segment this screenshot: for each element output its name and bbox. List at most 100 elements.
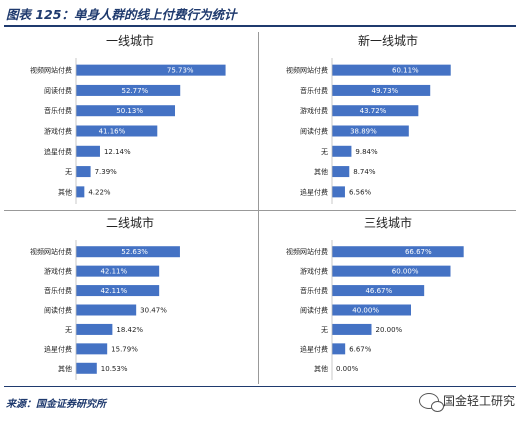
value-label: 38.89% [350,128,377,136]
bottom-rule [4,386,516,387]
bar [76,304,137,316]
category-label: 无 [321,326,328,334]
source-note: 来源：国金证券研究所 [6,399,106,410]
bar [332,343,346,355]
title-rule [4,25,516,27]
value-label: 9.84% [355,148,378,156]
category-label: 视频网站付费 [30,66,72,75]
value-label: 66.67% [405,248,432,256]
category-label: 阅读付费 [300,127,328,136]
bar [76,125,158,137]
value-label: 6.67% [349,345,372,353]
category-label: 其他 [58,364,72,373]
chart-title: 二线城市 [105,216,154,230]
category-label: 游戏付费 [300,106,328,115]
value-label: 42.11% [100,287,127,295]
value-label: 49.73% [372,87,399,95]
value-label: 7.39% [95,168,118,176]
category-label: 视频网站付费 [286,247,328,256]
bar [332,323,372,335]
chart-panel: 二线城市 视频网站付费 52.63% 游戏付费 42.11% 音乐付费 42.11% 阅读付… [4,212,256,384]
chart-title: 一线城市 [105,34,154,48]
value-label: 46.67% [365,287,392,295]
category-label: 游戏付费 [44,127,72,136]
value-label: 41.16% [99,128,126,136]
bar-chart: 视频网站付费 75.73% 阅读付费 52.77% 音乐付费 50.13% 游戏付费 41.1… [30,58,226,204]
value-label: 52.77% [122,87,149,95]
category-label: 其他 [314,167,328,176]
value-label: 52.63% [121,248,148,256]
bar [76,186,85,198]
chart-title: 新一线城市 [357,34,418,48]
bar-chart: 视频网站付费 66.67% 游戏付费 60.00% 音乐付费 46.67% 阅读付费 40.0… [286,240,464,380]
value-label: 12.14% [104,148,131,156]
bar [76,64,226,76]
category-label: 音乐付费 [44,286,72,295]
category-label: 追星付费 [300,344,328,353]
chart-panel: 三线城市 视频网站付费 66.67% 游戏付费 60.00% 音乐付费 46.67% 阅读付… [260,212,516,384]
bar [332,304,411,316]
value-label: 75.73% [167,67,194,75]
value-label: 30.47% [140,307,167,315]
value-label: 10.53% [101,365,128,373]
value-label: 43.72% [360,107,387,115]
bar-chart: 视频网站付费 60.11% 音乐付费 49.73% 游戏付费 43.72% 阅读付费 38.8… [286,58,451,204]
value-label: 60.11% [392,67,419,75]
category-label: 音乐付费 [300,86,328,95]
brand-mark: 国金轻工研究 [418,392,515,412]
value-label: 0.00% [336,365,359,373]
panel-divider-vertical [258,32,259,384]
bar [332,125,409,137]
value-label: 40.00% [352,307,379,315]
bar [332,186,345,198]
category-label: 追星付费 [300,187,328,196]
category-label: 视频网站付费 [286,66,328,75]
value-label: 50.13% [116,107,143,115]
chart-title: 三线城市 [363,216,412,230]
wechat-icon [418,392,444,412]
brand-label: 国金轻工研究 [442,394,515,408]
figure-title: 图表 125：单身人群的线上付费行为统计 [6,7,237,22]
bar [76,362,97,374]
chart-panel: 新一线城市 视频网站付费 60.11% 音乐付费 49.73% 游戏付费 43.72% 阅读… [260,30,516,208]
value-label: 20.00% [376,326,403,334]
category-label: 其他 [314,364,328,373]
bar [332,285,425,297]
bar [76,285,160,297]
category-label: 阅读付费 [44,306,72,315]
bar-chart: 视频网站付费 52.63% 游戏付费 42.11% 音乐付费 42.11% 阅读付费 30.4… [30,240,180,380]
category-label: 阅读付费 [44,86,72,95]
bar [332,105,419,117]
bar [76,323,113,335]
category-label: 其他 [58,187,72,196]
category-label: 无 [65,168,72,176]
bar [332,246,464,258]
category-label: 无 [321,148,328,156]
bar [332,84,431,96]
bar [332,64,451,76]
bar [76,166,91,178]
category-label: 视频网站付费 [30,247,72,256]
panel-divider-horizontal [4,210,516,211]
bar [76,84,181,96]
value-label: 18.42% [116,326,143,334]
bar [76,343,108,355]
bar [76,246,180,258]
value-label: 15.79% [111,345,138,353]
category-label: 追星付费 [44,344,72,353]
category-label: 无 [65,326,72,334]
category-label: 音乐付费 [300,286,328,295]
value-label: 6.56% [349,188,372,196]
bar [332,145,352,157]
category-label: 追星付费 [44,147,72,156]
bar [332,166,350,178]
value-label: 60.00% [392,268,419,276]
category-label: 阅读付费 [300,306,328,315]
category-label: 游戏付费 [300,267,328,276]
value-label: 42.11% [100,268,127,276]
value-label: 4.22% [88,188,111,196]
bar [76,105,176,117]
category-label: 音乐付费 [44,106,72,115]
bar [332,265,451,277]
bar [76,145,100,157]
